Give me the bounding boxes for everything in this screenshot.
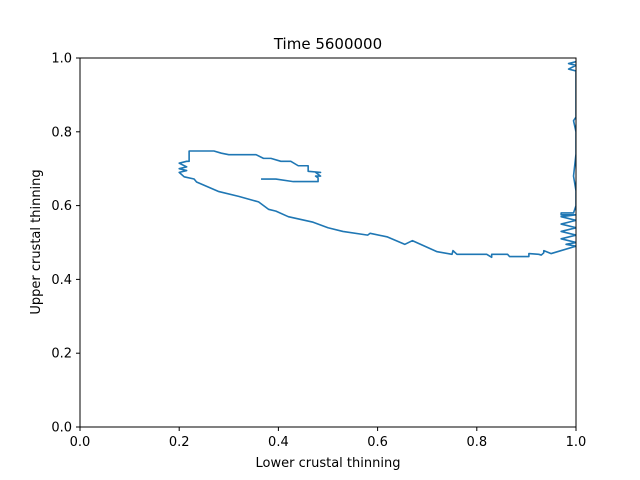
y-axis-label: Upper crustal thinning: [29, 169, 44, 314]
x-tick-label: 1.0: [566, 435, 587, 450]
x-tick-label: 0.8: [466, 435, 487, 450]
chart-title: Time 5600000: [273, 35, 382, 53]
x-tick-label: 0.0: [70, 435, 91, 450]
plot-area: [79, 57, 577, 428]
y-tick-label: 0.4: [51, 273, 72, 288]
y-tick-label: 1.0: [51, 52, 72, 67]
y-tick-label: 0.8: [51, 125, 72, 140]
x-tick-label: 0.6: [367, 435, 388, 450]
plot-frame: [79, 57, 577, 428]
y-axis: 0.0 0.2 0.4 0.6 0.8 1.0: [51, 52, 80, 436]
y-tick-label: 0.2: [51, 347, 72, 362]
series-line-0: [178, 60, 576, 259]
x-tick-label: 0.4: [268, 435, 289, 450]
x-tick-label: 0.2: [169, 435, 190, 450]
y-tick-label: 0.0: [51, 421, 72, 436]
x-axis: 0.0 0.2 0.4 0.6 0.8 1.0: [70, 427, 587, 450]
x-axis-label: Lower crustal thinning: [256, 456, 401, 471]
y-tick-label: 0.6: [51, 199, 72, 214]
